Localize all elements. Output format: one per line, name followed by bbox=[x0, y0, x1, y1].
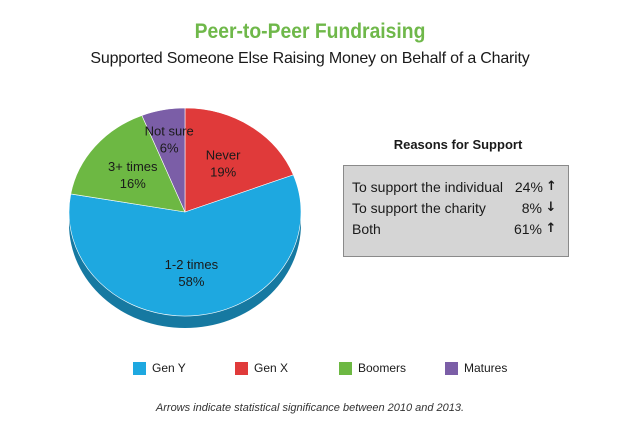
arrow-down-icon: ↓ bbox=[545, 200, 557, 215]
pie-labels: Never 19% 1-2 times 58% 3+ times 16% Not sure 6… bbox=[108, 123, 241, 289]
chart-title: Peer-to-Peer Fundraising bbox=[194, 20, 426, 43]
arrow-up-icon: ↑ bbox=[545, 221, 557, 236]
slice-label-1-2-times: 1-2 times bbox=[165, 257, 219, 272]
legend-item-gen-y: Gen Y bbox=[133, 361, 186, 375]
reasons-title: Reasons for Support bbox=[393, 137, 523, 152]
slice-value-not-sure: 6% bbox=[160, 140, 179, 155]
legend-swatch bbox=[235, 361, 248, 375]
legend-label: Gen Y bbox=[152, 361, 186, 375]
legend-label: Gen X bbox=[254, 361, 289, 375]
legend-label: Matures bbox=[464, 361, 508, 375]
reason-label: To support the charity bbox=[352, 199, 486, 216]
reason-label: To support the individual bbox=[352, 178, 503, 195]
pie-slice-not-sure bbox=[141, 107, 186, 213]
legend-item-gen-x: Gen X bbox=[235, 361, 288, 375]
legend-item-matures: Matures bbox=[445, 361, 507, 375]
reason-value: 24% bbox=[514, 178, 543, 195]
reason-row-individual: To support the individual 24% ↑ bbox=[352, 176, 560, 197]
arrow-up-icon: ↑ bbox=[546, 179, 557, 194]
reason-value: 61% bbox=[513, 220, 542, 237]
legend-swatch bbox=[339, 361, 352, 375]
reason-row-charity: To support the charity 8% ↓ bbox=[352, 197, 560, 218]
footnote: Arrows indicate statistical significance… bbox=[155, 402, 465, 414]
pie-slice-1-2-times bbox=[68, 174, 302, 317]
slice-value-1-2-times: 58% bbox=[178, 274, 204, 289]
reason-label: Both bbox=[352, 220, 381, 237]
pie-slice-never bbox=[184, 107, 294, 213]
slice-label-3-times: 3+ times bbox=[108, 159, 158, 174]
reason-value: 8% bbox=[521, 199, 542, 216]
legend-swatch bbox=[133, 361, 146, 375]
slice-label-not-sure: Not sure bbox=[145, 123, 194, 138]
legend: Gen Y Gen X Boomers Matures bbox=[125, 361, 545, 381]
slice-label-never: Never bbox=[206, 147, 241, 162]
legend-label: Boomers bbox=[358, 361, 407, 375]
legend-item-boomers: Boomers bbox=[339, 361, 406, 375]
reasons-table: To support the individual 24% ↑ To suppo… bbox=[343, 165, 569, 257]
slice-value-3-times: 16% bbox=[120, 176, 146, 191]
legend-swatch bbox=[445, 361, 458, 375]
pie-top bbox=[68, 107, 302, 317]
reason-row-both: Both 61% ↑ bbox=[352, 218, 560, 239]
pie-slice-3-times bbox=[70, 115, 186, 213]
slice-value-never: 19% bbox=[210, 164, 236, 179]
chart-subtitle: Supported Someone Else Raising Money on … bbox=[90, 50, 530, 67]
